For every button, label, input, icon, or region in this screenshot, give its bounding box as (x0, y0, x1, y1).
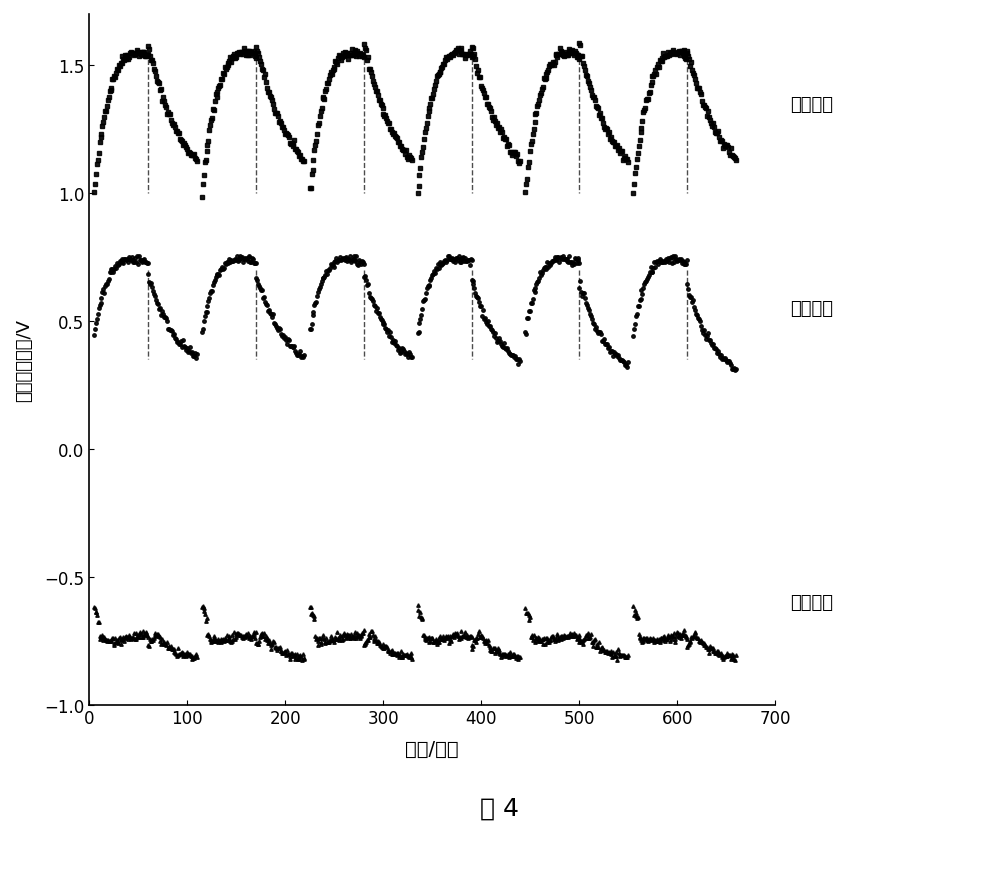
X-axis label: 时间/分钟: 时间/分钟 (405, 738, 459, 758)
Y-axis label: 电压（电位）/V: 电压（电位）/V (15, 319, 33, 401)
Text: 正极电位: 正极电位 (790, 299, 833, 318)
Text: 图 4: 图 4 (480, 795, 520, 820)
Text: 电池电压: 电池电压 (790, 96, 833, 113)
Text: 负极电位: 负极电位 (790, 594, 833, 612)
